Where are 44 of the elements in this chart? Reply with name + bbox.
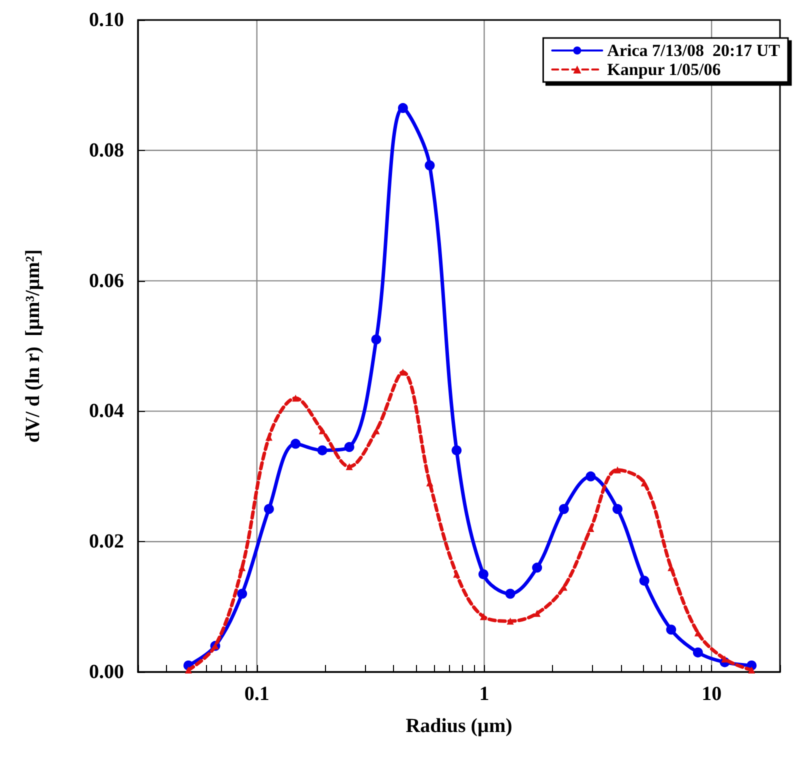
point <box>692 647 703 658</box>
point <box>639 576 650 586</box>
point <box>478 569 488 580</box>
point <box>506 618 514 625</box>
point <box>399 368 406 376</box>
legend-label: Arica 7/13/08 20:17 UT <box>607 41 781 60</box>
point <box>748 666 756 674</box>
point <box>452 445 462 456</box>
legend-label: Kanpur 1/05/06 <box>607 60 721 79</box>
point <box>558 504 569 514</box>
y-axis-title: dV/ d (ln r) [µm³/µm²] <box>22 249 44 443</box>
x-tick-label: 10 <box>702 683 722 705</box>
point <box>534 610 541 617</box>
point <box>292 394 300 402</box>
x-tick-label: 1 <box>479 683 490 705</box>
x-axis-title: Radius (µm) <box>406 715 512 737</box>
point <box>346 463 353 470</box>
point <box>480 613 487 620</box>
y-tick-label: 0.02 <box>89 530 124 553</box>
point <box>184 666 192 674</box>
y-tick-label: 0.00 <box>89 661 124 683</box>
y-tick-label: 0.08 <box>89 139 124 162</box>
point <box>371 334 382 344</box>
point <box>290 438 301 449</box>
point <box>372 427 380 434</box>
point <box>264 504 274 514</box>
point <box>614 466 621 474</box>
point <box>666 624 676 635</box>
point <box>344 442 354 452</box>
point <box>398 103 408 114</box>
point <box>424 160 435 170</box>
point <box>640 479 648 486</box>
point <box>318 427 326 434</box>
y-tick-label: 0.04 <box>89 400 124 422</box>
point <box>612 504 622 514</box>
y-tick-label: 0.06 <box>89 270 124 292</box>
point <box>586 471 596 482</box>
point <box>237 588 248 599</box>
y-tick-label: 0.10 <box>89 9 124 31</box>
line-series <box>184 368 756 674</box>
point <box>317 445 328 456</box>
point <box>532 562 542 573</box>
x-tick-label: 0.1 <box>244 683 270 705</box>
point <box>505 588 516 599</box>
